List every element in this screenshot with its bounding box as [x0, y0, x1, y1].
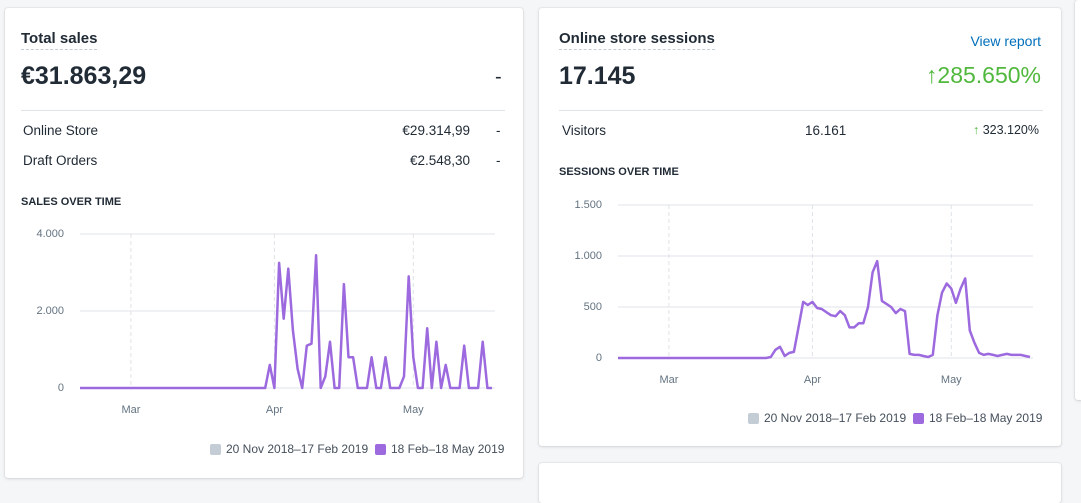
page: Total sales €31.863,29 - Online Store €2… [5, 0, 1081, 503]
row-change: - [496, 153, 501, 168]
legend-swatch [748, 413, 759, 424]
row-change: - [496, 123, 501, 138]
change: ↑285.650% [926, 62, 1041, 89]
legend-swatch [375, 444, 386, 455]
up-arrow: ↑ [925, 62, 938, 88]
x-tick-label: Apr [804, 374, 821, 386]
row-value: 16.161 [805, 123, 847, 138]
x-tick-label: May [941, 374, 962, 386]
legend-label: 20 Nov 2018–17 Feb 2019 [226, 442, 368, 456]
total: €31.863,29 [21, 62, 147, 90]
y-tick-label: 0 [596, 352, 602, 364]
y-tick-label: 1.000 [574, 250, 602, 262]
x-tick-label: Mar [659, 374, 678, 386]
card-title[interactable]: Total sales [21, 30, 98, 50]
change-value: 285.650% [937, 62, 1041, 88]
row-value: €2.548,30 [409, 153, 470, 168]
x-tick-label: May [403, 404, 424, 416]
y-tick-label: 500 [584, 301, 602, 313]
legend-label: 20 Nov 2018–17 Feb 2019 [764, 411, 906, 425]
divider [559, 110, 1043, 111]
row-label: Draft Orders [23, 153, 98, 168]
row-label: Online Store [23, 123, 99, 138]
x-tick-label: Mar [121, 404, 140, 416]
legend-label: 18 Feb–18 May 2019 [391, 442, 505, 456]
charts: 0 2.000 4.000 Mar Apr May 20 Nov 2018–17 Feb 2… [36, 199, 1043, 456]
row-change: ↑ 323.120% [973, 123, 1039, 137]
sessions-card [539, 8, 1061, 446]
divider [21, 110, 505, 111]
chart-title: SALES OVER TIME [21, 196, 122, 208]
legend-label: 18 Feb–18 May 2019 [929, 411, 1043, 425]
row-label: Visitors [562, 123, 607, 138]
change: - [495, 66, 502, 88]
card-title[interactable]: Online store sessions [559, 30, 715, 50]
row-value: €29.314,99 [402, 123, 470, 138]
y-tick-label: 2.000 [36, 305, 64, 317]
y-tick-label: 0 [58, 382, 64, 394]
up-arrow: ↑ [972, 123, 983, 137]
legend-swatch [913, 413, 924, 424]
x-tick-label: Apr [266, 404, 283, 416]
row-change-value: 323.120% [982, 123, 1039, 137]
total: 17.145 [559, 62, 636, 90]
series-line [80, 253, 492, 390]
chart-title: SESSIONS OVER TIME [559, 166, 679, 178]
series-line [618, 259, 1031, 360]
y-tick-label: 1.500 [574, 199, 602, 211]
legend-swatch [210, 444, 221, 455]
sales-card [5, 8, 523, 478]
view-report-link[interactable]: View report [970, 33, 1041, 49]
y-tick-label: 4.000 [36, 228, 64, 240]
side-card [1075, 0, 1081, 400]
